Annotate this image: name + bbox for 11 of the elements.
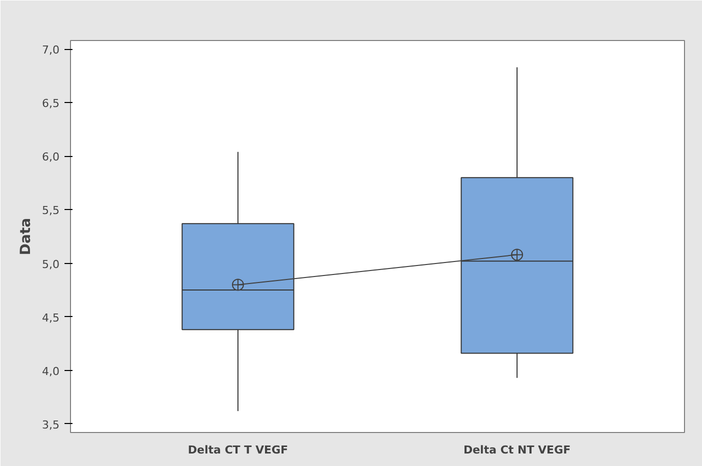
y-tick-label: 5,5 [42, 204, 60, 218]
y-tick-label: 6,5 [42, 97, 60, 110]
y-tick-label: 6,0 [42, 150, 60, 164]
y-tick-label: 4,0 [42, 364, 60, 378]
x-tick-label: Delta Ct NT VEGF [463, 444, 571, 456]
y-axis-title: Data [18, 218, 34, 256]
y-tick-label: 4,5 [42, 311, 60, 324]
y-tick-label: 5,0 [42, 258, 60, 271]
y-tick-label: 7,0 [42, 44, 60, 57]
x-tick-label: Delta CT T VEGF [188, 444, 288, 456]
y-tick-label: 3,5 [42, 418, 60, 432]
